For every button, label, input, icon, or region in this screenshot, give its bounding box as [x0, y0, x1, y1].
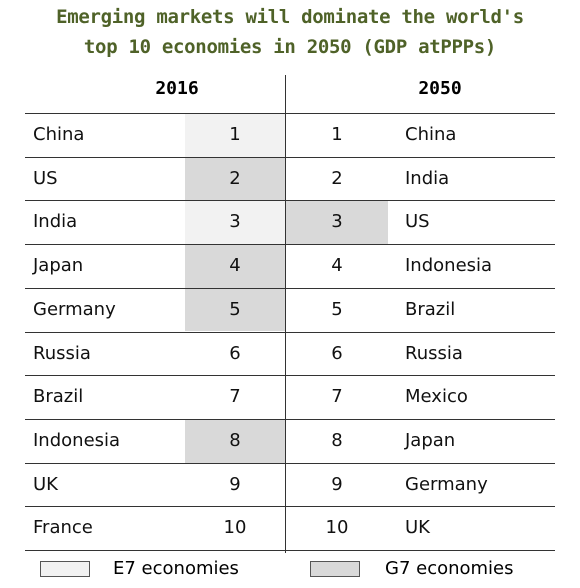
rank-2050-cell: [286, 419, 388, 463]
rank-2016: 6: [229, 342, 241, 364]
country-2016: Germany: [33, 298, 116, 320]
rank-2016-cell: [185, 332, 285, 376]
rank-2050: 8: [331, 429, 343, 451]
country-2016: Indonesia: [33, 429, 121, 451]
rank-2016: 8: [229, 429, 241, 451]
country-2050: Indonesia: [405, 255, 493, 277]
country-2050: Brazil: [405, 298, 456, 320]
country-2016: UK: [33, 473, 58, 495]
rank-2050: 10: [325, 517, 349, 539]
divider: [285, 75, 286, 553]
country-2050: Japan: [405, 429, 456, 451]
row-rule: [25, 418, 555, 420]
row-rule: [25, 331, 555, 333]
legend-label: G7 economies: [385, 558, 514, 579]
rank-2016-cell: [185, 463, 285, 507]
rank-2016-cell: [185, 114, 285, 157]
country-2050: Germany: [405, 473, 488, 495]
row-rule: [25, 506, 555, 508]
country-2050: Mexico: [405, 386, 468, 408]
rank-2050-cell: [286, 376, 388, 419]
rank-2016-cell: [185, 245, 285, 288]
rank-2016-cell: [185, 419, 285, 463]
rank-2050: 5: [331, 298, 343, 320]
legend-swatch: [310, 561, 360, 577]
rank-2016: 7: [229, 386, 241, 408]
row-rule: [25, 244, 555, 246]
rank-2016-cell: [185, 288, 285, 332]
country-2016: China: [33, 124, 85, 145]
country-2016: Brazil: [33, 386, 84, 408]
row-rule: [25, 375, 555, 377]
rank-2016-cell: [185, 376, 285, 419]
rank-2050-cell: [286, 288, 388, 332]
country-2016: Japan: [33, 255, 84, 277]
rank-2050: 4: [331, 255, 343, 277]
rank-2050: 9: [331, 473, 343, 495]
rank-2050-cell: [286, 507, 388, 550]
header-rule: [25, 113, 555, 114]
rank-2016: 5: [229, 298, 241, 320]
rank-2016-cell: [185, 507, 285, 550]
rank-2050: 6: [331, 342, 343, 364]
rank-2016: 2: [229, 167, 241, 189]
country-2016: US: [33, 167, 58, 189]
country-2050: Russia: [405, 342, 463, 364]
country-2050: India: [405, 167, 450, 189]
rank-2016: 10: [223, 517, 247, 539]
country-2016: Russia: [33, 342, 91, 364]
rank-2050-cell: [286, 157, 388, 201]
rank-2016: 3: [229, 211, 241, 233]
row-rule: [25, 156, 555, 158]
legend-label: E7 economies: [113, 558, 239, 579]
country-2050: UK: [405, 517, 430, 539]
header-2050: 2050: [418, 78, 462, 99]
rank-2050-cell: [286, 201, 388, 245]
row-rule: [25, 200, 555, 202]
rank-2016: 1: [229, 124, 241, 145]
rank-2050-cell: [286, 463, 388, 507]
rank-2016: 9: [229, 473, 241, 495]
title-line-1: Emerging markets will dominate the world…: [56, 6, 524, 28]
rank-2016-cell: [185, 157, 285, 201]
rank-2050-cell: [286, 114, 388, 157]
rank-2016: 4: [229, 255, 241, 277]
country-2016: France: [33, 517, 93, 539]
country-2016: India: [33, 211, 78, 233]
row-rule: [25, 550, 555, 551]
rank-2050-cell: [286, 245, 388, 288]
rank-2050: 1: [331, 124, 343, 145]
rank-2050: 2: [331, 167, 343, 189]
rank-2016-cell: [185, 201, 285, 245]
rank-2050-cell: [286, 332, 388, 376]
row-rule: [25, 287, 555, 289]
rank-2050: 3: [331, 211, 343, 233]
title-line-2: top 10 economies in 2050 (GDP atPPPs): [83, 36, 497, 58]
country-2050: China: [405, 124, 457, 145]
header-2016: 2016: [155, 78, 199, 99]
country-2050: US: [405, 211, 430, 233]
rank-2050: 7: [331, 386, 343, 408]
legend-swatch: [40, 561, 90, 577]
row-rule: [25, 462, 555, 464]
